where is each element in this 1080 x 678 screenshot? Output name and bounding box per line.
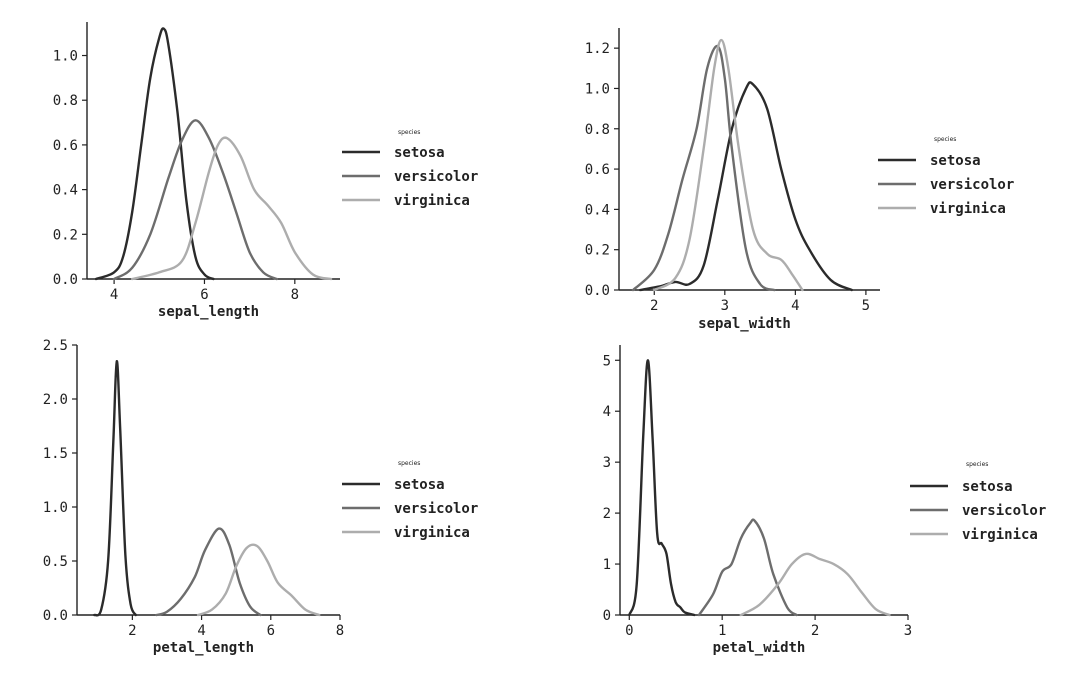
kde-panel-petal-length: 0.0 0.5 1.0 1.5 2.0 2.5 2 4 6 8 petal_length specie…	[43, 338, 479, 656]
y-tick-label: 0.2	[585, 243, 610, 259]
x-tick-label: 0	[625, 623, 633, 639]
legend: species setosa versicolor virginica	[342, 129, 478, 209]
legend-label-versicolor: versicolor	[930, 177, 1014, 193]
x-axis-title: petal_length	[153, 640, 254, 656]
y-tick-label: 0.0	[53, 272, 78, 288]
legend: species setosa versicolor virginica	[878, 136, 1014, 217]
x-axis-title: sepal_width	[698, 316, 791, 332]
y-tick-label: 0.6	[53, 138, 78, 154]
y-tick-label: 2.0	[43, 392, 68, 408]
kde-line-versicolor	[697, 518, 798, 617]
legend-label-versicolor: versicolor	[394, 169, 478, 185]
kde-line-virginica	[196, 543, 321, 617]
kde-line-virginica	[739, 552, 891, 617]
kde-panel-sepal-width: 0.0 0.2 0.4 0.6 0.8 1.0 1.2 2 3 4 5 sepal_width spec…	[585, 28, 1014, 332]
x-axis-title: petal_width	[713, 640, 806, 656]
legend-label-setosa: setosa	[394, 477, 445, 493]
y-tick-label: 5	[603, 353, 611, 369]
kde-line-versicolor	[631, 44, 776, 292]
y-tick-label: 2	[603, 506, 611, 522]
x-tick-label: 8	[336, 623, 344, 639]
y-tick-label: 0.8	[53, 93, 78, 109]
x-tick-label: 3	[721, 298, 729, 314]
y-tick-label: 0.0	[43, 608, 68, 624]
y-tick-label: 0.4	[585, 202, 610, 218]
y-tick-label: 1.0	[43, 500, 68, 516]
legend: species setosa versicolor virginica	[910, 461, 1046, 543]
legend-title: species	[966, 461, 988, 468]
y-tick-label: 4	[603, 404, 611, 420]
x-tick-label: 1	[718, 623, 726, 639]
x-tick-label: 4	[791, 298, 799, 314]
kde-line-setosa	[94, 27, 215, 281]
x-axis-title: sepal_length	[158, 304, 259, 320]
y-tick-label: 0.5	[43, 554, 68, 570]
legend-title: species	[934, 136, 956, 143]
y-tick-label: 2.5	[43, 338, 68, 354]
y-tick-label: 1.0	[53, 49, 78, 65]
legend-label-setosa: setosa	[394, 145, 445, 161]
legend-title: species	[398, 460, 420, 467]
x-tick-label: 2	[811, 623, 819, 639]
kde-line-versicolor	[112, 119, 278, 281]
legend-title: species	[398, 129, 420, 136]
x-tick-label: 8	[291, 287, 299, 303]
legend-label-virginica: virginica	[394, 525, 470, 541]
y-tick-label: 1.5	[43, 446, 68, 462]
legend-label-setosa: setosa	[962, 479, 1013, 495]
y-tick-label: 1.2	[585, 41, 610, 57]
legend-label-setosa: setosa	[930, 153, 981, 169]
kde-line-setosa	[93, 359, 137, 617]
kde-line-setosa	[628, 359, 696, 617]
x-tick-label: 6	[267, 623, 275, 639]
y-tick-label: 3	[603, 455, 611, 471]
x-tick-label: 4	[110, 287, 118, 303]
kde-panel-sepal-length: 0.0 0.2 0.4 0.6 0.8 1.0 4 6 8 sepal_length species…	[53, 22, 478, 320]
y-tick-label: 0	[603, 608, 611, 624]
x-tick-label: 4	[197, 623, 205, 639]
legend: species setosa versicolor virginica	[342, 460, 478, 541]
y-tick-label: 1.0	[585, 81, 610, 97]
kde-panel-petal-width: 0 1 2 3 4 5 0 1 2 3 petal_width species setosa versic…	[603, 345, 1046, 656]
x-tick-label: 5	[862, 298, 870, 314]
legend-label-virginica: virginica	[394, 193, 470, 209]
legend-label-versicolor: versicolor	[394, 501, 478, 517]
kde-line-setosa	[639, 81, 853, 292]
y-tick-label: 0.0	[585, 283, 610, 299]
y-tick-label: 1	[603, 557, 611, 573]
kde-line-virginica	[131, 136, 333, 281]
x-tick-label: 2	[128, 623, 136, 639]
kde-line-virginica	[653, 38, 804, 292]
x-tick-label: 2	[650, 298, 658, 314]
legend-label-versicolor: versicolor	[962, 503, 1046, 519]
y-tick-label: 0.4	[53, 183, 78, 199]
legend-label-virginica: virginica	[930, 201, 1006, 217]
y-tick-label: 0.8	[585, 122, 610, 138]
legend-label-virginica: virginica	[962, 527, 1038, 543]
y-tick-label: 0.6	[585, 162, 610, 178]
x-tick-label: 6	[200, 287, 208, 303]
kde-line-versicolor	[155, 527, 262, 617]
y-tick-label: 0.2	[53, 227, 78, 243]
x-tick-label: 3	[904, 623, 912, 639]
